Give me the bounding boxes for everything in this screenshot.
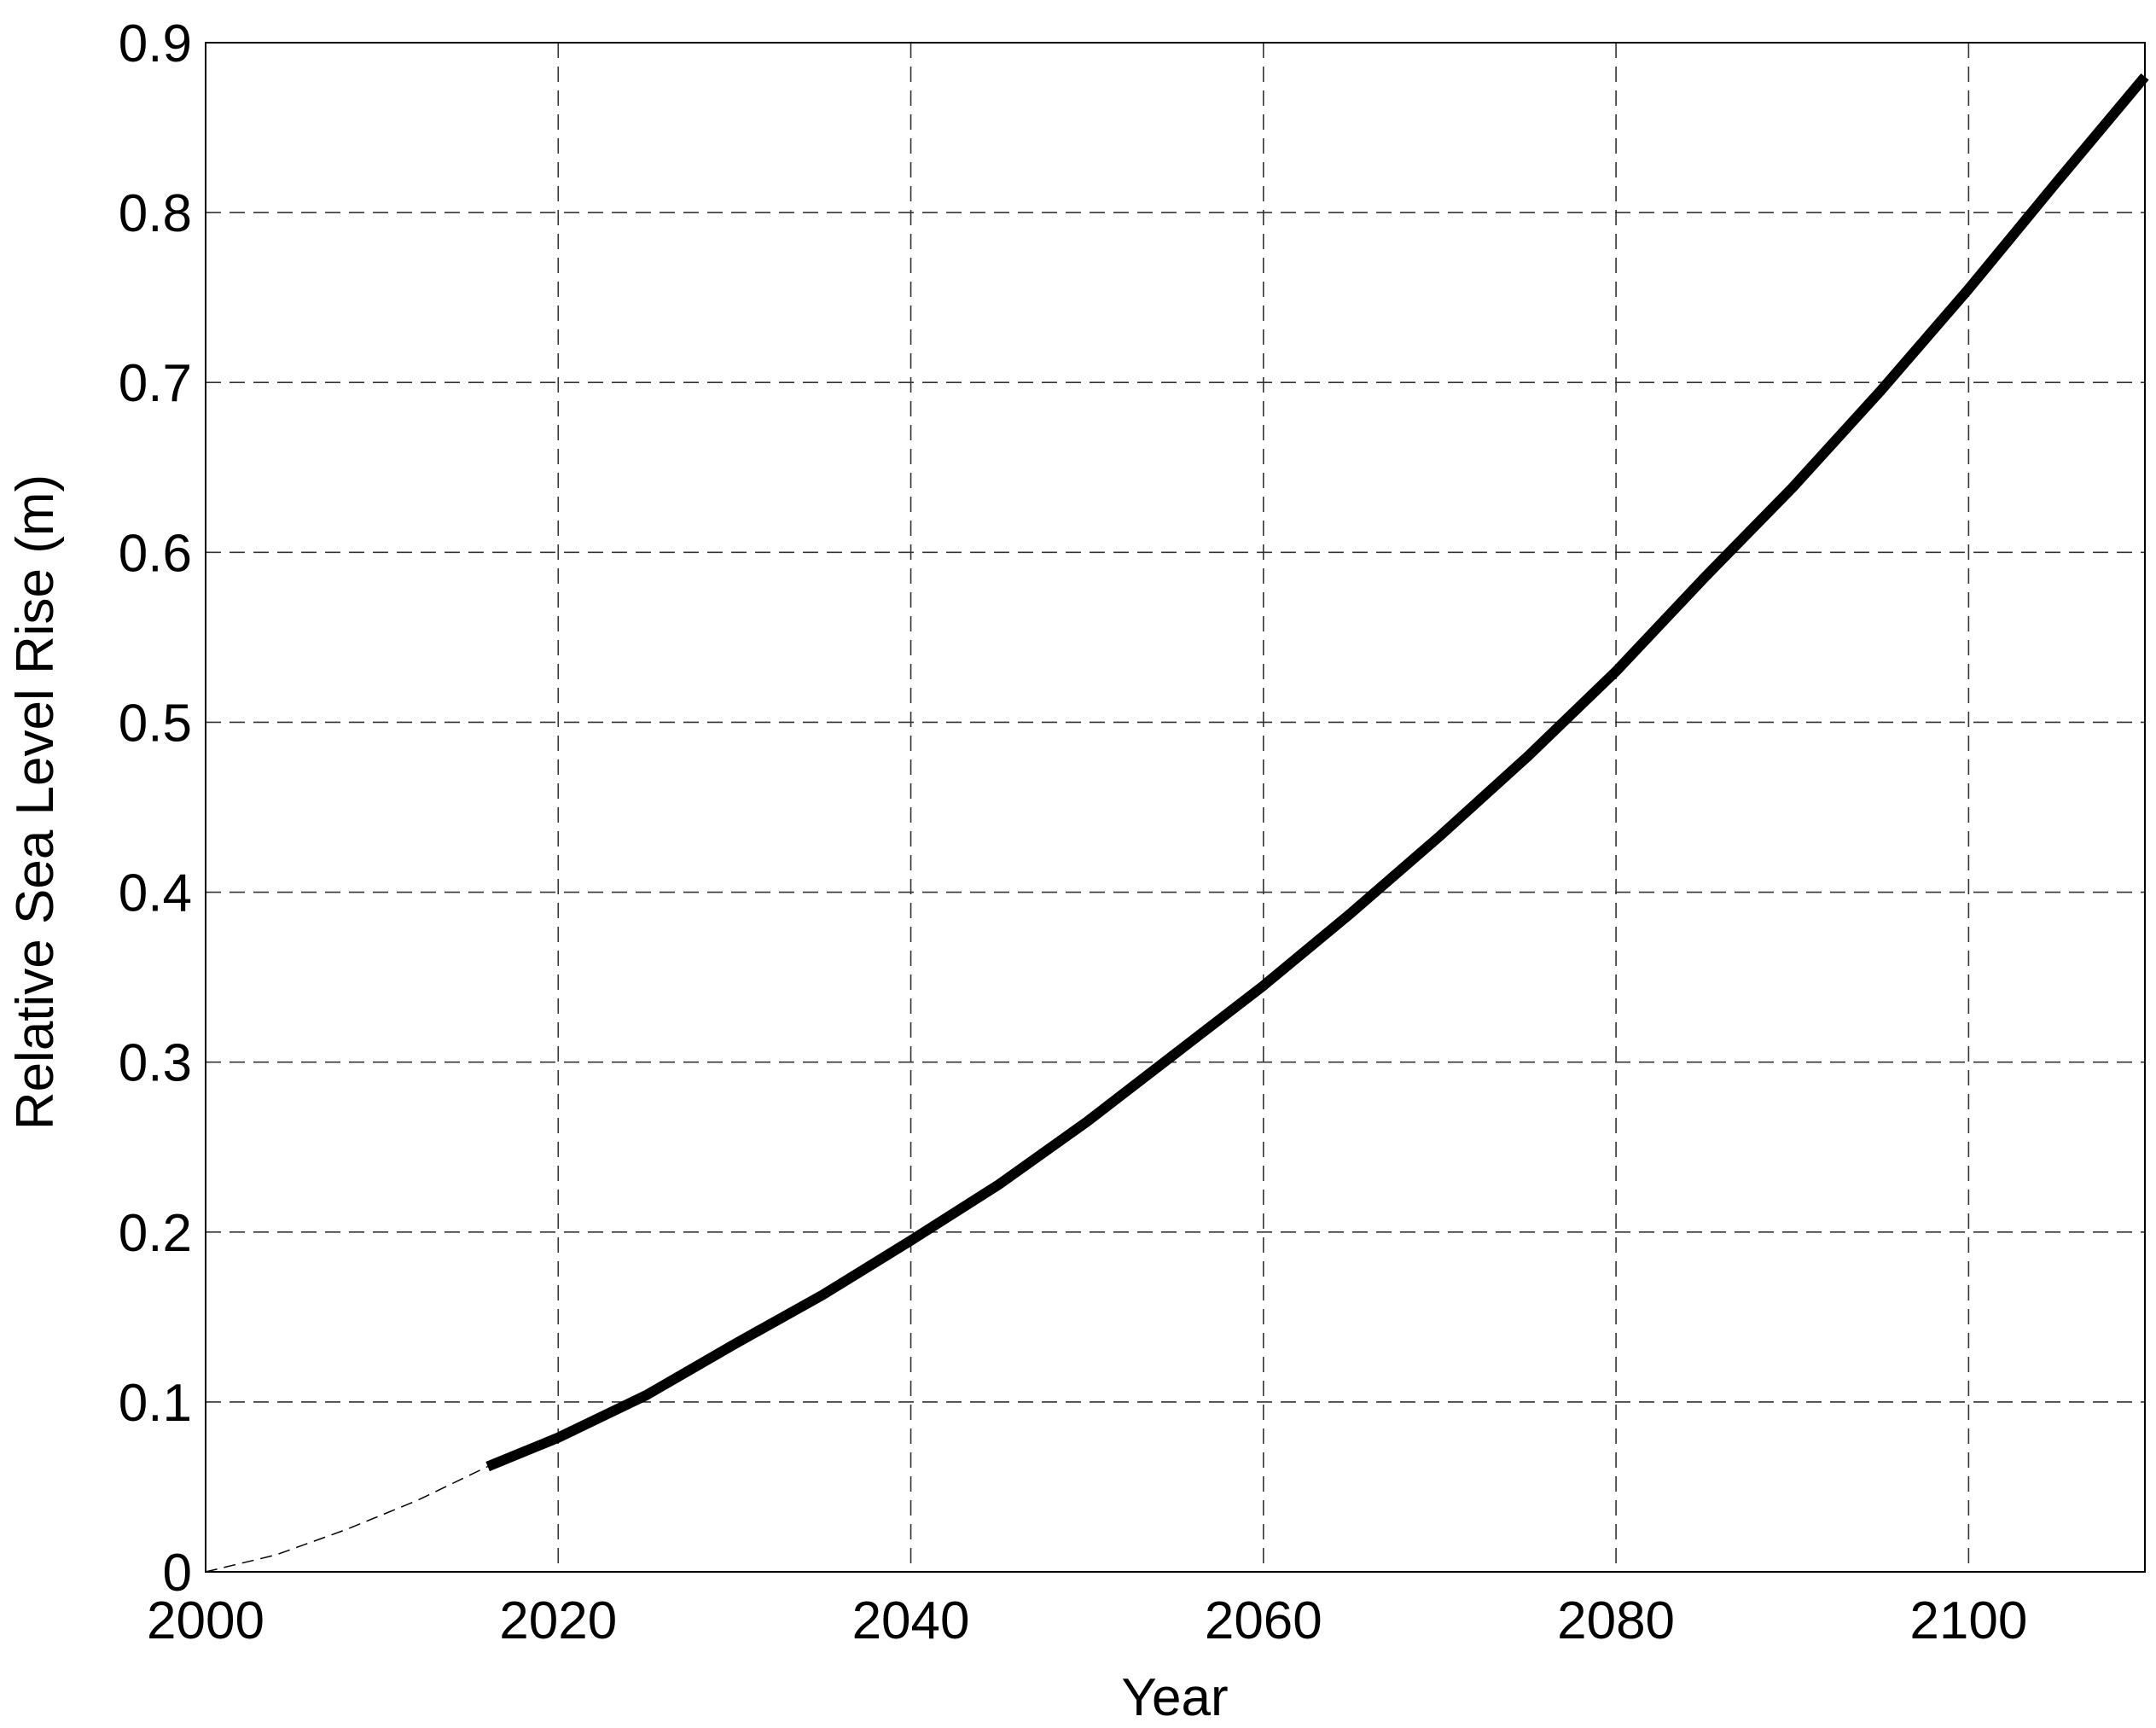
x-tick-label: 2040	[852, 1591, 970, 1650]
y-tick-label: 0.5	[119, 694, 192, 753]
y-tick-label: 0.1	[119, 1374, 192, 1433]
data-line	[485, 73, 2149, 1472]
x-tick-label: 2080	[1557, 1591, 1675, 1650]
y-tick-label: 0.8	[119, 184, 192, 243]
x-tick-label: 2100	[1909, 1591, 2027, 1650]
y-tick-label: 0.6	[119, 524, 192, 583]
y-axis-label: Relative Sea Level Rise (m)	[6, 474, 65, 1130]
y-tick-label: 0.7	[119, 354, 192, 413]
plot-area	[206, 43, 2145, 1572]
x-axis-label: Year	[1121, 1668, 1228, 1727]
y-tick-label: 0.3	[119, 1034, 192, 1093]
y-tick-label: 0.2	[119, 1204, 192, 1263]
plot-frame	[205, 42, 2146, 1573]
data-line	[205, 1465, 488, 1573]
x-tick-label: 2020	[499, 1591, 617, 1650]
x-tick-label: 2060	[1205, 1591, 1322, 1650]
y-tick-label: 0.4	[119, 864, 192, 923]
y-tick-label: 0.9	[119, 15, 192, 73]
x-tick-label: 2000	[147, 1591, 264, 1650]
y-tick-label: 0	[163, 1544, 192, 1603]
